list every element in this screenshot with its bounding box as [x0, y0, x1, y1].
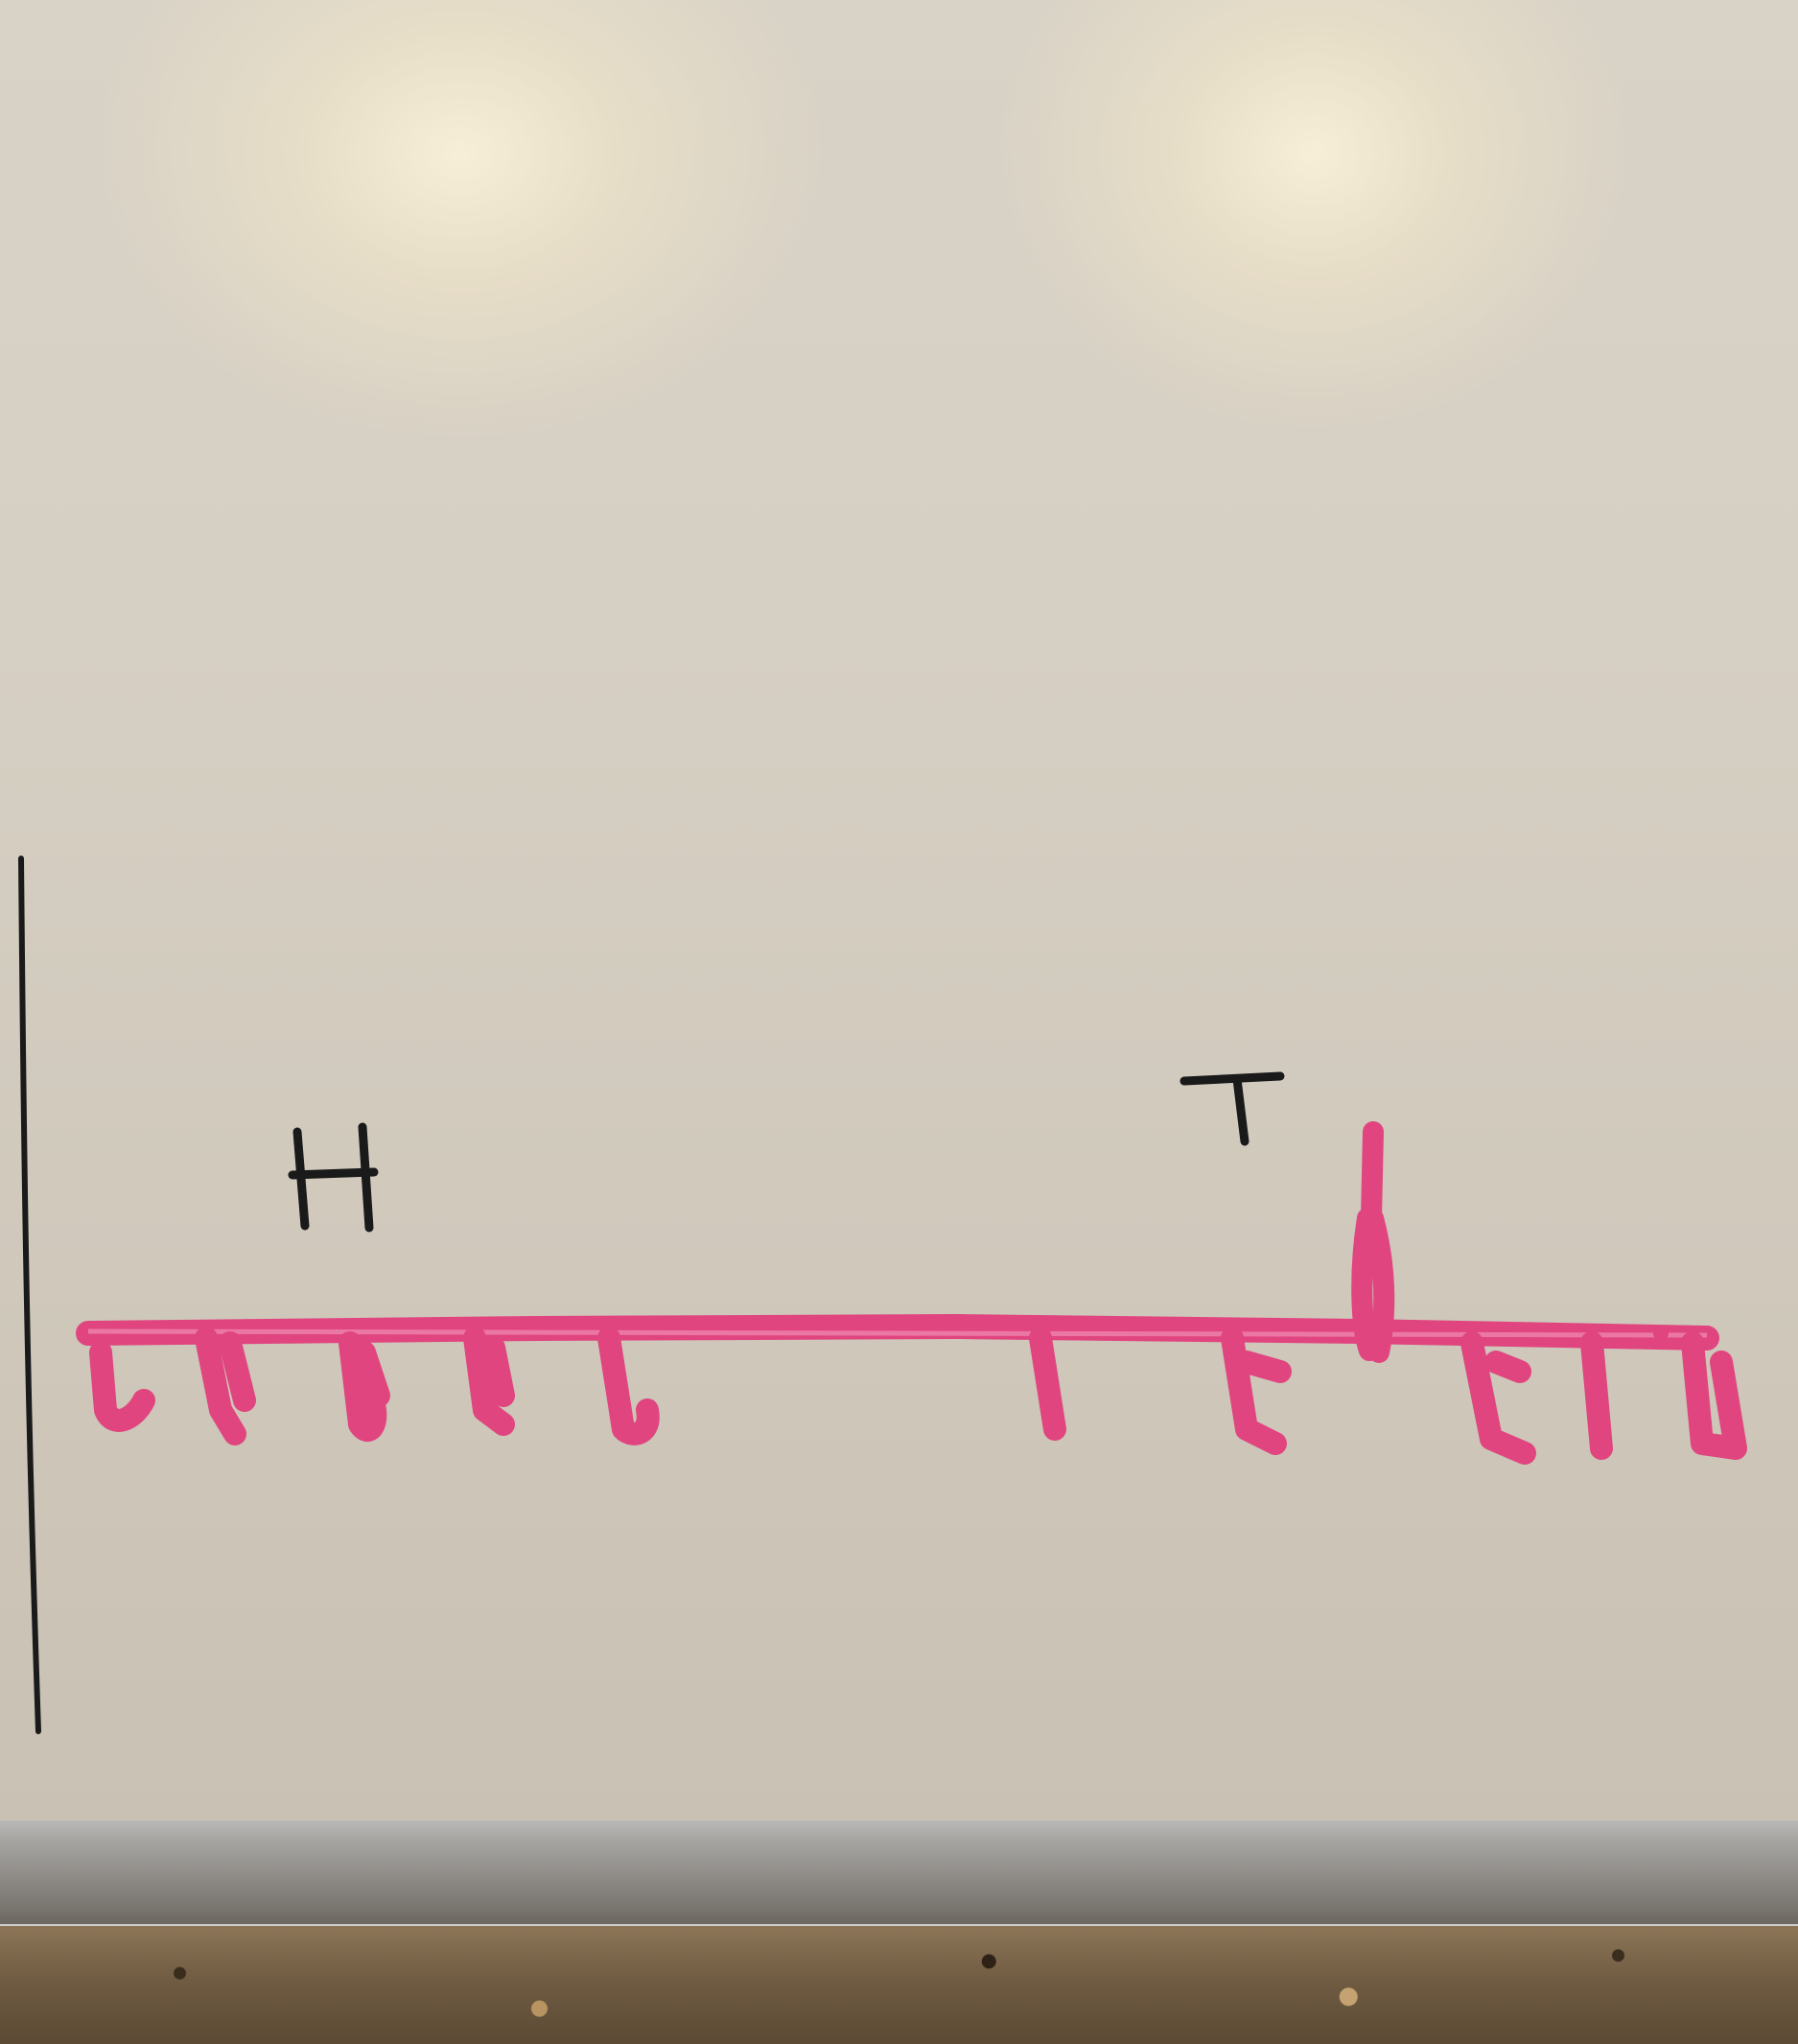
h-letter-drawing	[288, 1122, 379, 1233]
pink-tick	[597, 1327, 660, 1445]
pink-tick	[89, 1341, 155, 1432]
pink-tick	[1221, 1327, 1292, 1455]
whiteboard-surface	[0, 0, 1798, 1827]
black-vertical-line	[18, 856, 41, 1734]
whiteboard-frame	[0, 1821, 1798, 1926]
pink-dot	[1653, 1326, 1669, 1341]
pink-tick	[1460, 1331, 1536, 1465]
pink-vertical-mark	[1351, 1121, 1395, 1363]
pink-tick	[195, 1327, 256, 1445]
t-letter-drawing	[1179, 1071, 1285, 1146]
granite-countertop	[0, 1926, 1798, 2044]
pink-tick-marks	[89, 1327, 1747, 1465]
pink-tick	[1029, 1327, 1066, 1441]
pink-tick	[1681, 1331, 1747, 1460]
pink-tick	[339, 1331, 390, 1442]
pink-tick	[1580, 1331, 1613, 1460]
pink-tick	[463, 1327, 515, 1436]
